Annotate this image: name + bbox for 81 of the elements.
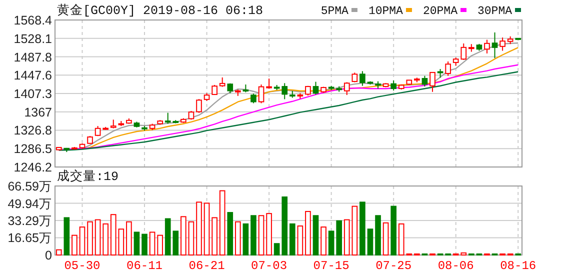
bar xyxy=(360,202,366,256)
x-tick-label: 05-30 xyxy=(64,259,100,273)
bar xyxy=(312,215,319,256)
x-tick-label: 06-21 xyxy=(188,259,225,273)
candlestick xyxy=(219,76,226,88)
candlestick xyxy=(344,82,350,96)
bar xyxy=(72,234,78,256)
y-tick-label: 49.94万 xyxy=(8,196,52,211)
candlestick xyxy=(360,70,366,86)
y-tick-label: 1568.4 xyxy=(14,14,52,28)
bar xyxy=(297,225,304,256)
bar xyxy=(336,220,342,256)
bar xyxy=(328,230,334,256)
bar xyxy=(56,249,62,256)
bar xyxy=(94,219,101,256)
candlestick xyxy=(250,93,256,104)
candlestick xyxy=(445,60,451,76)
bar xyxy=(219,190,226,256)
chart-title: 成交量:19 xyxy=(57,168,119,184)
y-tick-label: 66.59万 xyxy=(8,180,52,194)
bar xyxy=(367,228,374,256)
bar xyxy=(250,215,256,256)
bar xyxy=(375,215,381,256)
bar xyxy=(180,216,186,256)
bar xyxy=(274,243,280,256)
legend-label: 30PMA xyxy=(477,5,512,18)
y-tick-label: 0 xyxy=(45,248,52,262)
y-tick-label: 1447.6 xyxy=(14,68,52,83)
x-tick-label: 08-16 xyxy=(500,259,536,273)
legend-label: 5PMA xyxy=(320,5,349,18)
x-tick-label: 07-15 xyxy=(313,259,350,273)
bar xyxy=(102,223,109,256)
candlestick xyxy=(484,39,490,54)
bar xyxy=(142,234,148,256)
bar xyxy=(258,215,264,256)
bar xyxy=(234,221,241,256)
candlestick xyxy=(196,98,202,114)
bar xyxy=(289,223,296,256)
candlestick xyxy=(422,75,428,88)
candlestick xyxy=(282,82,288,100)
bar xyxy=(204,202,210,256)
bar xyxy=(320,226,326,256)
bar xyxy=(282,196,288,256)
bar xyxy=(157,234,163,256)
bar xyxy=(149,232,156,256)
bar xyxy=(196,202,202,256)
legend-label: 10PMA xyxy=(368,5,404,18)
y-tick-label: 1487.8 xyxy=(14,50,52,64)
legend-label: 20PMA xyxy=(422,5,458,18)
bar xyxy=(79,226,86,256)
bar xyxy=(382,222,389,256)
x-tick-label: 08-06 xyxy=(438,259,474,273)
candlestick xyxy=(312,81,319,96)
candlestick xyxy=(430,72,436,92)
bar xyxy=(242,223,249,256)
bar xyxy=(212,217,218,256)
x-tick-label: 07-03 xyxy=(251,259,288,273)
bar xyxy=(305,210,311,256)
y-tick-label: 1367 xyxy=(24,105,52,120)
candlestick xyxy=(258,84,264,104)
candlestick xyxy=(492,32,498,59)
y-tick-label: 1528.1 xyxy=(14,32,52,46)
y-tick-label: 33.29万 xyxy=(8,214,52,228)
y-tick-label: 1246.2 xyxy=(14,160,52,174)
bar xyxy=(227,212,234,256)
bar xyxy=(87,221,93,256)
x-tick-label: 07-25 xyxy=(376,259,412,273)
x-tick-label: 06-11 xyxy=(126,259,163,273)
bar xyxy=(390,206,396,256)
bar xyxy=(188,221,194,256)
candlestick xyxy=(500,37,506,52)
bar xyxy=(64,217,70,256)
bar xyxy=(134,232,140,256)
y-tick-label: 16.65万 xyxy=(8,231,52,246)
y-tick-label: 1407.3 xyxy=(14,87,52,101)
y-tick-label: 1286.5 xyxy=(14,142,52,156)
chart-title: 黄金[GC00Y] 2019-08-16 06:18 xyxy=(57,3,264,18)
bar xyxy=(266,213,272,256)
y-tick-label: 1326.8 xyxy=(14,124,52,138)
candlestick xyxy=(390,80,396,92)
bar xyxy=(126,221,132,256)
